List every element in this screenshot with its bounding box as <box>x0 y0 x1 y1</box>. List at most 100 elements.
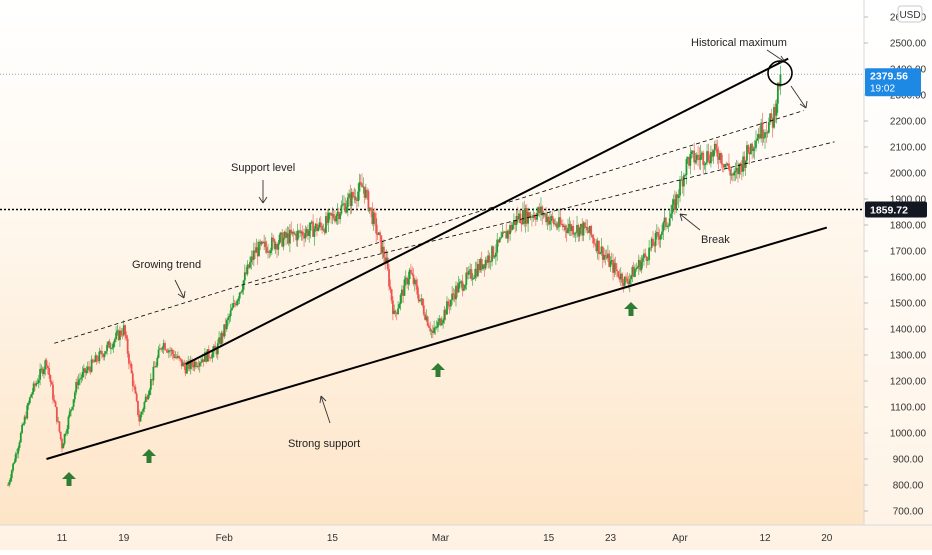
candle-body <box>13 461 16 464</box>
current-price-countdown: 19:02 <box>870 83 895 94</box>
candle-body <box>34 383 36 386</box>
candle-body <box>332 214 335 219</box>
currency-badge[interactable] <box>897 5 923 23</box>
candle-body <box>747 145 750 153</box>
candle-body <box>465 272 468 285</box>
candle-body <box>282 237 285 247</box>
candle-body <box>461 281 464 291</box>
candle-body <box>174 356 177 358</box>
candle-body <box>408 269 411 279</box>
candle-body <box>238 292 241 299</box>
candle-body <box>368 207 371 211</box>
candle-body <box>232 303 235 308</box>
candle-body <box>133 386 135 387</box>
circle-marker-icon <box>767 60 793 86</box>
candle-body <box>341 204 344 206</box>
candle-body <box>628 279 631 285</box>
candle-body <box>287 233 290 244</box>
strong-support-label: Strong support <box>288 438 360 450</box>
x-tick-label: 23 <box>605 533 617 544</box>
candle-body <box>663 217 666 223</box>
candle-body <box>466 272 469 275</box>
candle-body <box>215 348 218 355</box>
candle-body <box>457 283 460 293</box>
candle-body <box>268 251 271 253</box>
candle-body <box>9 478 12 482</box>
candle-body <box>446 301 448 315</box>
candle-body <box>206 349 209 362</box>
candle-body <box>627 281 630 285</box>
candle-body <box>362 186 365 188</box>
strong-support-trend-line[interactable] <box>46 226 828 460</box>
candle-body <box>435 327 438 328</box>
candle-body <box>524 208 527 224</box>
growing-trend-channel-trend-line[interactable] <box>54 110 804 344</box>
candle-body <box>95 355 98 361</box>
candle-body <box>392 300 394 314</box>
candle-body <box>460 281 463 283</box>
candle-body <box>644 253 647 257</box>
candle-body <box>565 230 568 233</box>
candle-body <box>345 207 348 213</box>
candle-body <box>104 351 107 354</box>
y-tick-label: 1800.00 <box>890 221 927 232</box>
candle-body <box>80 377 83 379</box>
candle-body <box>153 366 156 368</box>
candle-body <box>191 360 193 366</box>
candle-body <box>357 191 360 201</box>
candle-body <box>273 239 276 249</box>
candle-body <box>175 356 178 358</box>
candle-body <box>264 241 267 248</box>
candle-body <box>659 234 662 240</box>
candle-body <box>601 246 604 260</box>
candle-body <box>21 424 23 433</box>
candle-body <box>471 278 474 280</box>
candle-body <box>234 304 237 306</box>
candle-body <box>464 285 466 289</box>
growing-trend-arrowhead <box>177 290 186 299</box>
candle-body <box>292 231 295 235</box>
candle-body <box>179 358 182 360</box>
historical-max-arrow <box>766 49 786 63</box>
trend-lines[interactable] <box>46 57 835 460</box>
candle-body <box>102 354 105 357</box>
candle-body <box>676 194 679 198</box>
candle-body <box>729 169 732 176</box>
candle-body <box>137 400 139 415</box>
candle-body <box>690 151 693 154</box>
candle-body <box>402 289 405 296</box>
candle-body <box>108 341 111 349</box>
candle-body <box>447 301 450 305</box>
candle-body <box>117 330 120 340</box>
candle-body <box>169 350 172 352</box>
candle-body <box>626 278 629 282</box>
upper-trend-trend-line[interactable] <box>185 57 789 365</box>
candle-body <box>664 217 667 227</box>
candle-body <box>380 235 383 253</box>
candle-body <box>576 225 578 233</box>
candle-body <box>594 243 596 245</box>
y-tick-label: 2200.00 <box>890 117 927 128</box>
candle-body <box>130 364 133 374</box>
candle-body <box>595 244 598 252</box>
candle-body <box>58 421 61 432</box>
candle-body <box>205 352 208 362</box>
candle-body <box>540 206 542 214</box>
candle-body <box>637 260 640 268</box>
candle-body <box>201 359 204 362</box>
support-level-channel-trend-line[interactable] <box>255 141 835 286</box>
candle-body <box>247 264 250 268</box>
candle-body <box>319 222 322 226</box>
candle-body <box>358 182 361 192</box>
candle-body <box>155 365 157 368</box>
x-tick-label: 11 <box>57 533 68 544</box>
candle-body <box>706 151 708 163</box>
candle-body <box>336 211 339 216</box>
candle-body <box>388 269 390 287</box>
y-tick-label: 700.00 <box>893 507 924 518</box>
candle-body <box>43 369 45 375</box>
candle-body <box>608 253 611 267</box>
time-scale-panel[interactable] <box>0 525 932 550</box>
